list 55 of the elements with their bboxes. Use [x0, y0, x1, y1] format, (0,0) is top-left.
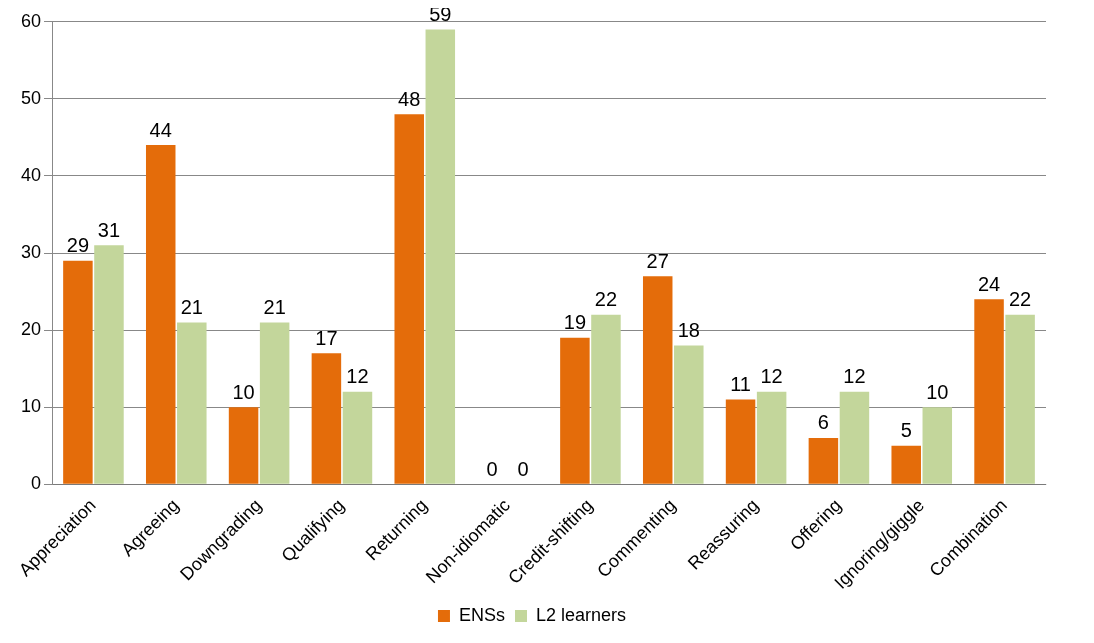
- data-label: 24: [977, 272, 1001, 295]
- bar: [342, 391, 373, 484]
- bar: [311, 353, 342, 484]
- legend-label: L2 learners: [535, 604, 627, 625]
- bar: [228, 407, 259, 484]
- data-label: 29: [66, 234, 90, 257]
- data-label: 27: [646, 249, 669, 272]
- bar: [839, 391, 870, 484]
- data-label: 31: [97, 218, 121, 241]
- data-label: 21: [180, 295, 203, 318]
- data-label: 22: [594, 288, 618, 311]
- bar: [922, 407, 953, 484]
- bar: [394, 114, 424, 484]
- data-label: 17: [315, 326, 338, 349]
- y-tick-label: 0: [31, 473, 42, 494]
- data-label: 5: [900, 419, 912, 442]
- data-label: 11: [730, 372, 751, 395]
- bar: [425, 29, 456, 484]
- data-label: 59: [429, 3, 452, 26]
- bar: [591, 314, 621, 484]
- data-label: 44: [149, 118, 172, 141]
- bar: [177, 322, 207, 484]
- bar: [63, 260, 93, 484]
- y-tick-label: 40: [20, 164, 42, 185]
- bar: [674, 345, 704, 484]
- data-label: 0: [517, 457, 529, 480]
- bar: [560, 337, 590, 484]
- y-tick-label: 30: [20, 241, 42, 262]
- y-tick-label: 60: [20, 10, 42, 31]
- data-label: 12: [843, 365, 866, 388]
- data-label: 48: [398, 87, 421, 110]
- data-label: 22: [1008, 288, 1032, 311]
- y-tick-label: 20: [20, 319, 42, 340]
- bar: [145, 145, 176, 484]
- bar: [756, 391, 787, 484]
- y-tick-label: 10: [20, 396, 42, 417]
- data-label: 18: [677, 319, 700, 342]
- data-label: 21: [263, 295, 286, 318]
- bar: [259, 322, 290, 484]
- data-label: 10: [926, 380, 949, 403]
- data-label: 6: [817, 411, 829, 434]
- bar: [725, 399, 756, 484]
- data-label: 10: [232, 380, 255, 403]
- bar: [808, 437, 839, 484]
- data-label: 12: [760, 365, 783, 388]
- data-label: 19: [563, 311, 587, 334]
- data-label: 0: [486, 457, 498, 480]
- y-tick-label: 50: [20, 87, 42, 108]
- bar: [642, 276, 673, 484]
- bar: [891, 445, 921, 484]
- bar: [1005, 314, 1035, 484]
- bar: [94, 245, 124, 484]
- legend-label: ENSs: [458, 604, 505, 625]
- bar: [974, 299, 1004, 484]
- data-label: 12: [346, 365, 369, 388]
